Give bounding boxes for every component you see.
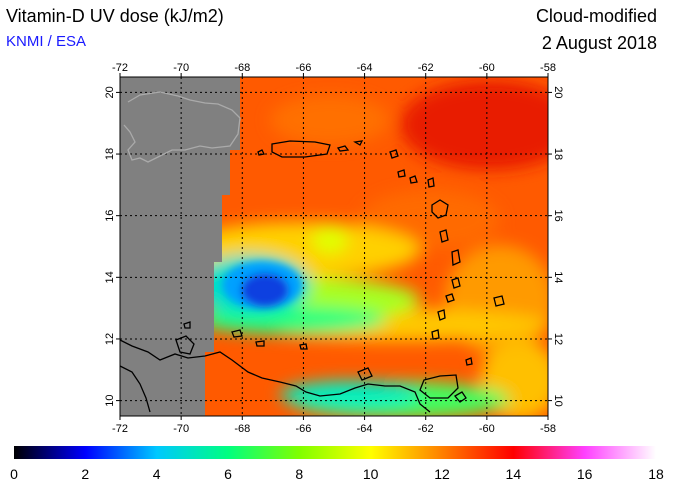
colorbar-tick-label: 0 xyxy=(10,466,18,482)
map-frame xyxy=(119,76,549,417)
lat-tick-label-right: 18 xyxy=(552,148,564,160)
lon-tick-label-top: -70 xyxy=(173,62,189,74)
lat-tick-label-right: 10 xyxy=(552,394,564,406)
credit-label: KNMI / ESA xyxy=(6,33,87,50)
colorbar-tick-label: 8 xyxy=(295,466,303,482)
colorbar-labels: 0 2 4 6 8 10 12 14 16 18 xyxy=(10,466,664,482)
colorbar-tick-label: 16 xyxy=(577,466,593,482)
no-data-region xyxy=(120,77,240,416)
colorbar-tick-label: 14 xyxy=(506,466,522,482)
colorbar-tick-label: 18 xyxy=(648,466,664,482)
lon-tick-label-top: -72 xyxy=(112,62,128,74)
lon-tick-label-bottom: -72 xyxy=(112,423,128,435)
map-subtitle: Cloud-modified xyxy=(535,6,657,26)
lat-tick-label-left: 20 xyxy=(104,86,116,98)
colorbar-tick-label: 2 xyxy=(81,466,89,482)
lon-tick-label-bottom: -58 xyxy=(540,423,556,435)
coastlines xyxy=(120,91,505,413)
lon-tick-label-top: -62 xyxy=(418,62,434,74)
lon-tick-label-bottom: -60 xyxy=(479,423,495,435)
colorbar xyxy=(14,446,656,459)
lon-tick-label-top: -58 xyxy=(540,62,556,74)
lat-tick-label-right: 16 xyxy=(552,210,564,222)
graticule xyxy=(120,77,548,416)
lon-tick-label-top: -68 xyxy=(234,62,250,74)
uv-dose-field xyxy=(120,77,548,416)
lon-tick-label-bottom: -70 xyxy=(173,423,189,435)
lat-tick-label-right: 20 xyxy=(552,86,564,98)
lat-tick-label-left: 10 xyxy=(104,394,116,406)
colorbar-tick-label: 6 xyxy=(224,466,232,482)
colorbar-tick-label: 12 xyxy=(434,466,450,482)
lat-tick-label-right: 14 xyxy=(552,271,564,283)
lat-tick-label-left: 18 xyxy=(104,148,116,160)
lon-tick-label-bottom: -66 xyxy=(295,423,311,435)
lon-tick-label-top: -66 xyxy=(295,62,311,74)
lat-tick-label-left: 14 xyxy=(104,271,116,283)
lat-tick-label-left: 12 xyxy=(104,333,116,345)
map-title: Vitamin-D UV dose (kJ/m2) xyxy=(6,6,224,26)
colorbar-tick-label: 10 xyxy=(363,466,379,482)
lat-tick-label-left: 16 xyxy=(104,210,116,222)
lon-tick-label-top: -64 xyxy=(357,62,373,74)
colorbar-tick-label: 4 xyxy=(153,466,161,482)
lon-tick-label-bottom: -62 xyxy=(418,423,434,435)
axis-ticks: -72 -72 -70 -70 -68 -68 -66 -66 -64 -64 -62 -62 -60 -… xyxy=(104,62,564,435)
lat-tick-label-right: 12 xyxy=(552,333,564,345)
lon-tick-label-bottom: -64 xyxy=(357,423,373,435)
lon-tick-label-top: -60 xyxy=(479,62,495,74)
lon-tick-label-bottom: -68 xyxy=(234,423,250,435)
map-date: 2 August 2018 xyxy=(541,33,657,53)
